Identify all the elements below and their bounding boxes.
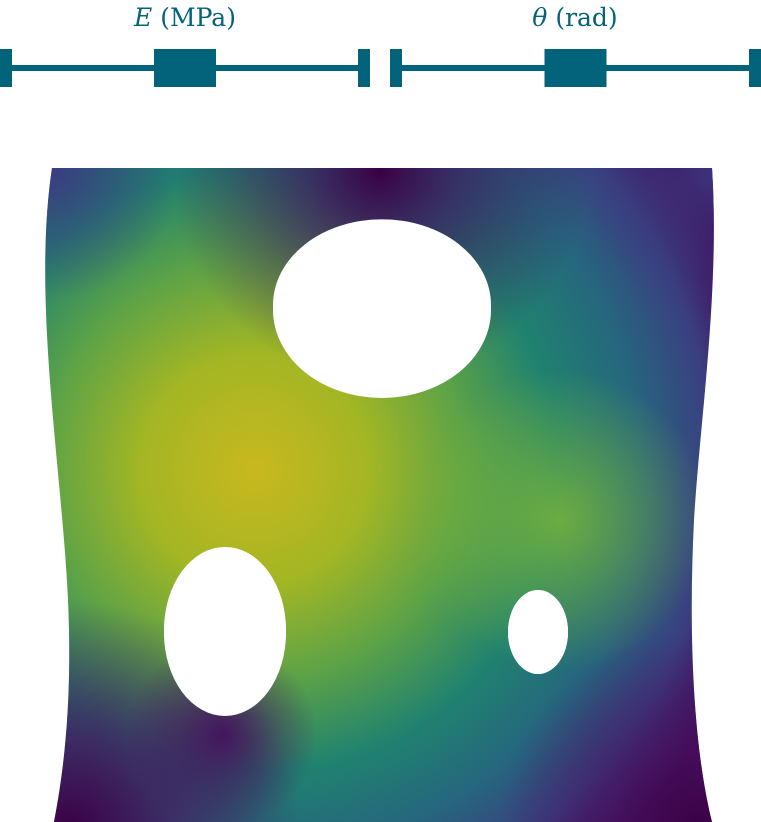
slider-theta-label: θ (rad) bbox=[532, 3, 617, 32]
hole-bottom-left bbox=[164, 550, 286, 716]
slider-e-label: E (MPa) bbox=[133, 3, 236, 32]
plate-holes bbox=[164, 222, 568, 716]
slider-theta-left-stop bbox=[390, 49, 402, 87]
hole-bottom-right bbox=[508, 590, 568, 674]
slider-e[interactable]: E (MPa) bbox=[0, 3, 370, 87]
hole-top bbox=[273, 222, 491, 398]
slider-e-thumb[interactable] bbox=[154, 49, 216, 87]
slider-e-right-stop bbox=[358, 49, 370, 87]
slider-theta-thumb[interactable] bbox=[544, 49, 607, 87]
slider-theta-right-stop bbox=[749, 49, 761, 87]
slider-theta[interactable]: θ (rad) bbox=[390, 3, 761, 87]
slider-e-left-stop bbox=[0, 49, 12, 87]
